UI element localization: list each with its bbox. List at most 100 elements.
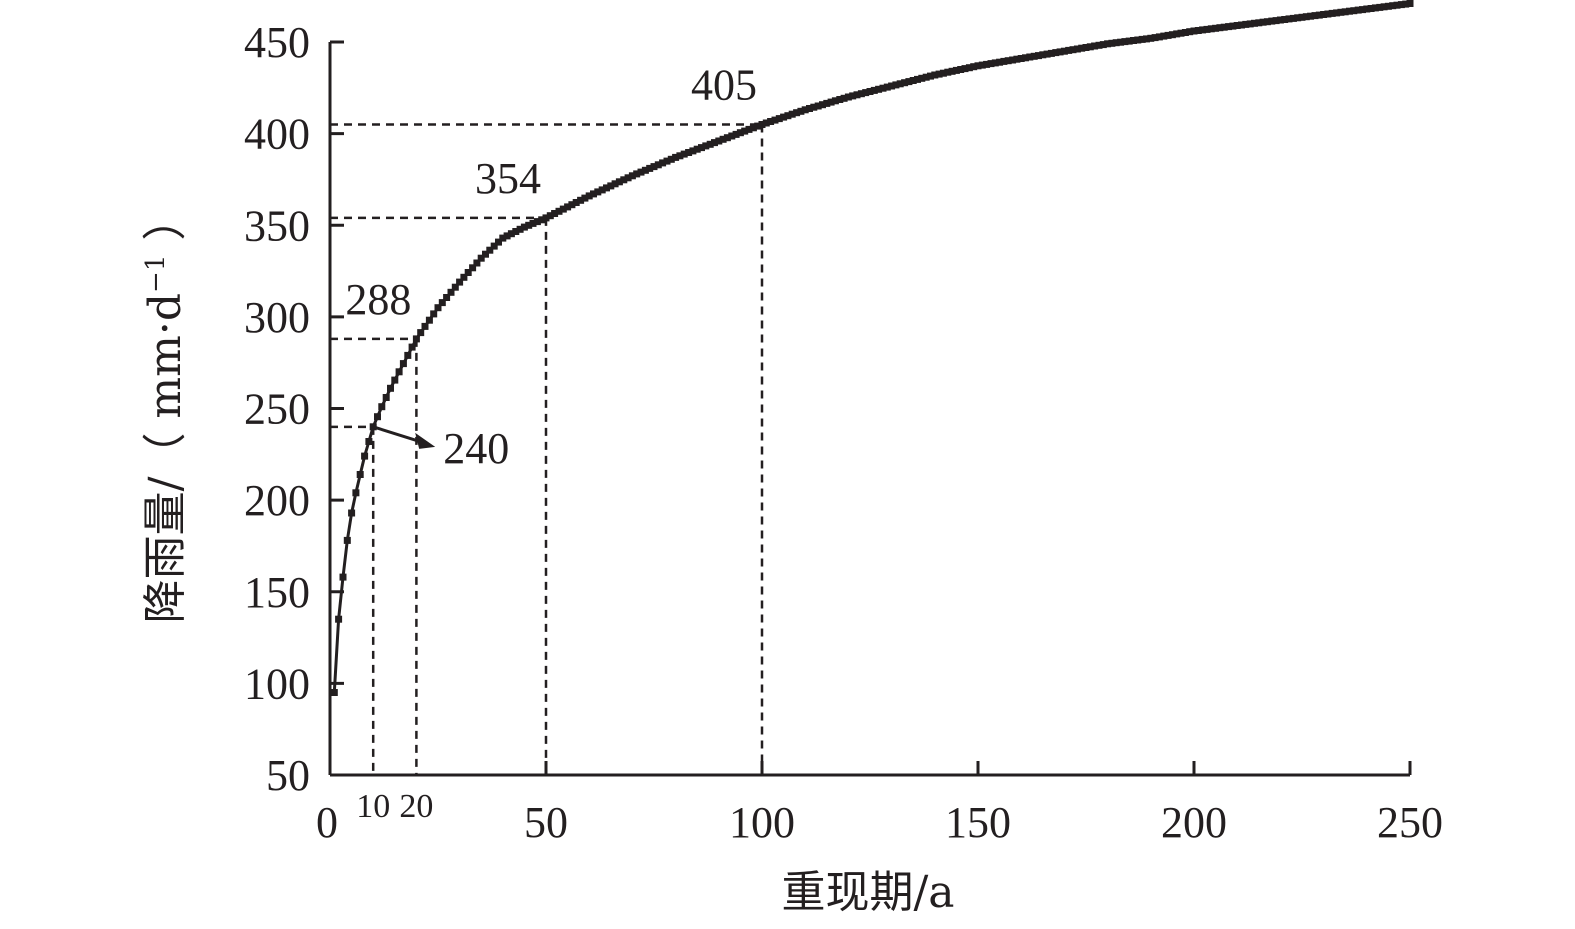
data-point <box>343 536 351 544</box>
data-point <box>844 93 852 101</box>
data-point <box>931 71 939 79</box>
data-point <box>594 188 602 196</box>
x-tick-label: 200 <box>1161 798 1227 847</box>
data-point <box>1238 21 1245 29</box>
data-point <box>745 125 753 133</box>
data-point <box>361 452 369 460</box>
data-point <box>1112 39 1120 47</box>
data-point <box>987 60 995 68</box>
data-point <box>715 137 723 145</box>
data-point <box>806 105 813 112</box>
data-point <box>447 288 455 296</box>
data-point <box>495 238 502 246</box>
data-point <box>1091 42 1099 50</box>
annotation-label: 240 <box>443 424 509 473</box>
annotation-label: 288 <box>345 275 411 324</box>
x-axis-title: 重现期/a <box>781 867 954 918</box>
data-point <box>1134 36 1142 44</box>
data-point <box>1298 13 1306 21</box>
data-point <box>1017 55 1025 62</box>
data-point <box>628 172 636 180</box>
data-point <box>974 62 982 70</box>
y-axis-title-close: ） <box>140 197 191 255</box>
data-point <box>1056 48 1064 56</box>
data-point <box>1363 5 1371 13</box>
data-point <box>1181 29 1189 36</box>
data-point <box>801 106 809 114</box>
data-point <box>637 168 645 176</box>
data-point <box>698 144 705 152</box>
data-point <box>516 225 524 233</box>
data-point <box>1143 35 1150 43</box>
data-point <box>624 174 632 182</box>
data-point <box>378 403 386 411</box>
data-point <box>784 112 792 120</box>
data-point <box>525 221 533 229</box>
data-point <box>335 615 343 623</box>
data-point <box>1367 5 1375 12</box>
data-point <box>1117 38 1125 46</box>
y-tick-label: 300 <box>244 293 310 342</box>
data-point <box>374 413 381 421</box>
data-point <box>1155 33 1163 41</box>
data-point <box>564 203 572 211</box>
data-point <box>507 230 515 238</box>
data-point <box>1030 52 1038 60</box>
data-point <box>1272 17 1280 25</box>
data-point <box>1073 45 1081 53</box>
data-point <box>611 180 619 188</box>
data-point <box>1138 35 1146 43</box>
data-point <box>905 78 913 86</box>
data-point <box>831 97 839 105</box>
data-point <box>590 190 597 198</box>
data-point <box>685 149 693 156</box>
data-point <box>443 294 451 301</box>
data-point <box>1194 27 1202 34</box>
data-point <box>1207 25 1215 33</box>
data-point <box>706 140 714 148</box>
data-point <box>866 88 874 95</box>
annotation-label: 354 <box>475 154 541 203</box>
data-point <box>939 69 947 77</box>
data-point <box>598 186 606 194</box>
data-point <box>672 153 680 161</box>
data-point <box>927 72 934 80</box>
data-point <box>909 77 917 84</box>
data-point <box>464 269 472 276</box>
data-point <box>391 376 399 384</box>
data-point <box>503 232 511 240</box>
data-point <box>460 273 468 281</box>
data-point <box>1173 30 1181 38</box>
data-point <box>1255 19 1263 27</box>
data-point <box>1013 55 1021 63</box>
data-point <box>1311 12 1319 20</box>
data-point <box>1168 31 1176 39</box>
data-point <box>1082 44 1090 51</box>
data-point <box>633 170 641 178</box>
data-point <box>957 66 965 73</box>
data-point <box>819 101 826 109</box>
data-point <box>1397 1 1405 9</box>
data-point <box>728 132 736 140</box>
data-point <box>1333 9 1341 17</box>
data-point <box>1212 24 1220 32</box>
data-point <box>1130 37 1137 44</box>
data-point <box>1328 9 1336 17</box>
data-point <box>1065 46 1073 54</box>
data-point <box>1294 14 1302 22</box>
data-point <box>1225 23 1233 31</box>
y-tick-label: 400 <box>244 110 310 159</box>
data-point <box>1052 49 1060 57</box>
data-point <box>1259 18 1267 26</box>
data-point <box>1320 11 1328 18</box>
data-point <box>1341 8 1349 16</box>
data-point <box>1186 28 1194 36</box>
y-tick-label: 350 <box>244 201 310 250</box>
data-point <box>827 98 835 106</box>
data-point <box>857 90 865 98</box>
data-point <box>451 283 459 291</box>
data-point <box>667 155 675 163</box>
data-point <box>723 134 731 142</box>
data-point <box>896 80 904 88</box>
data-point <box>1359 6 1366 14</box>
